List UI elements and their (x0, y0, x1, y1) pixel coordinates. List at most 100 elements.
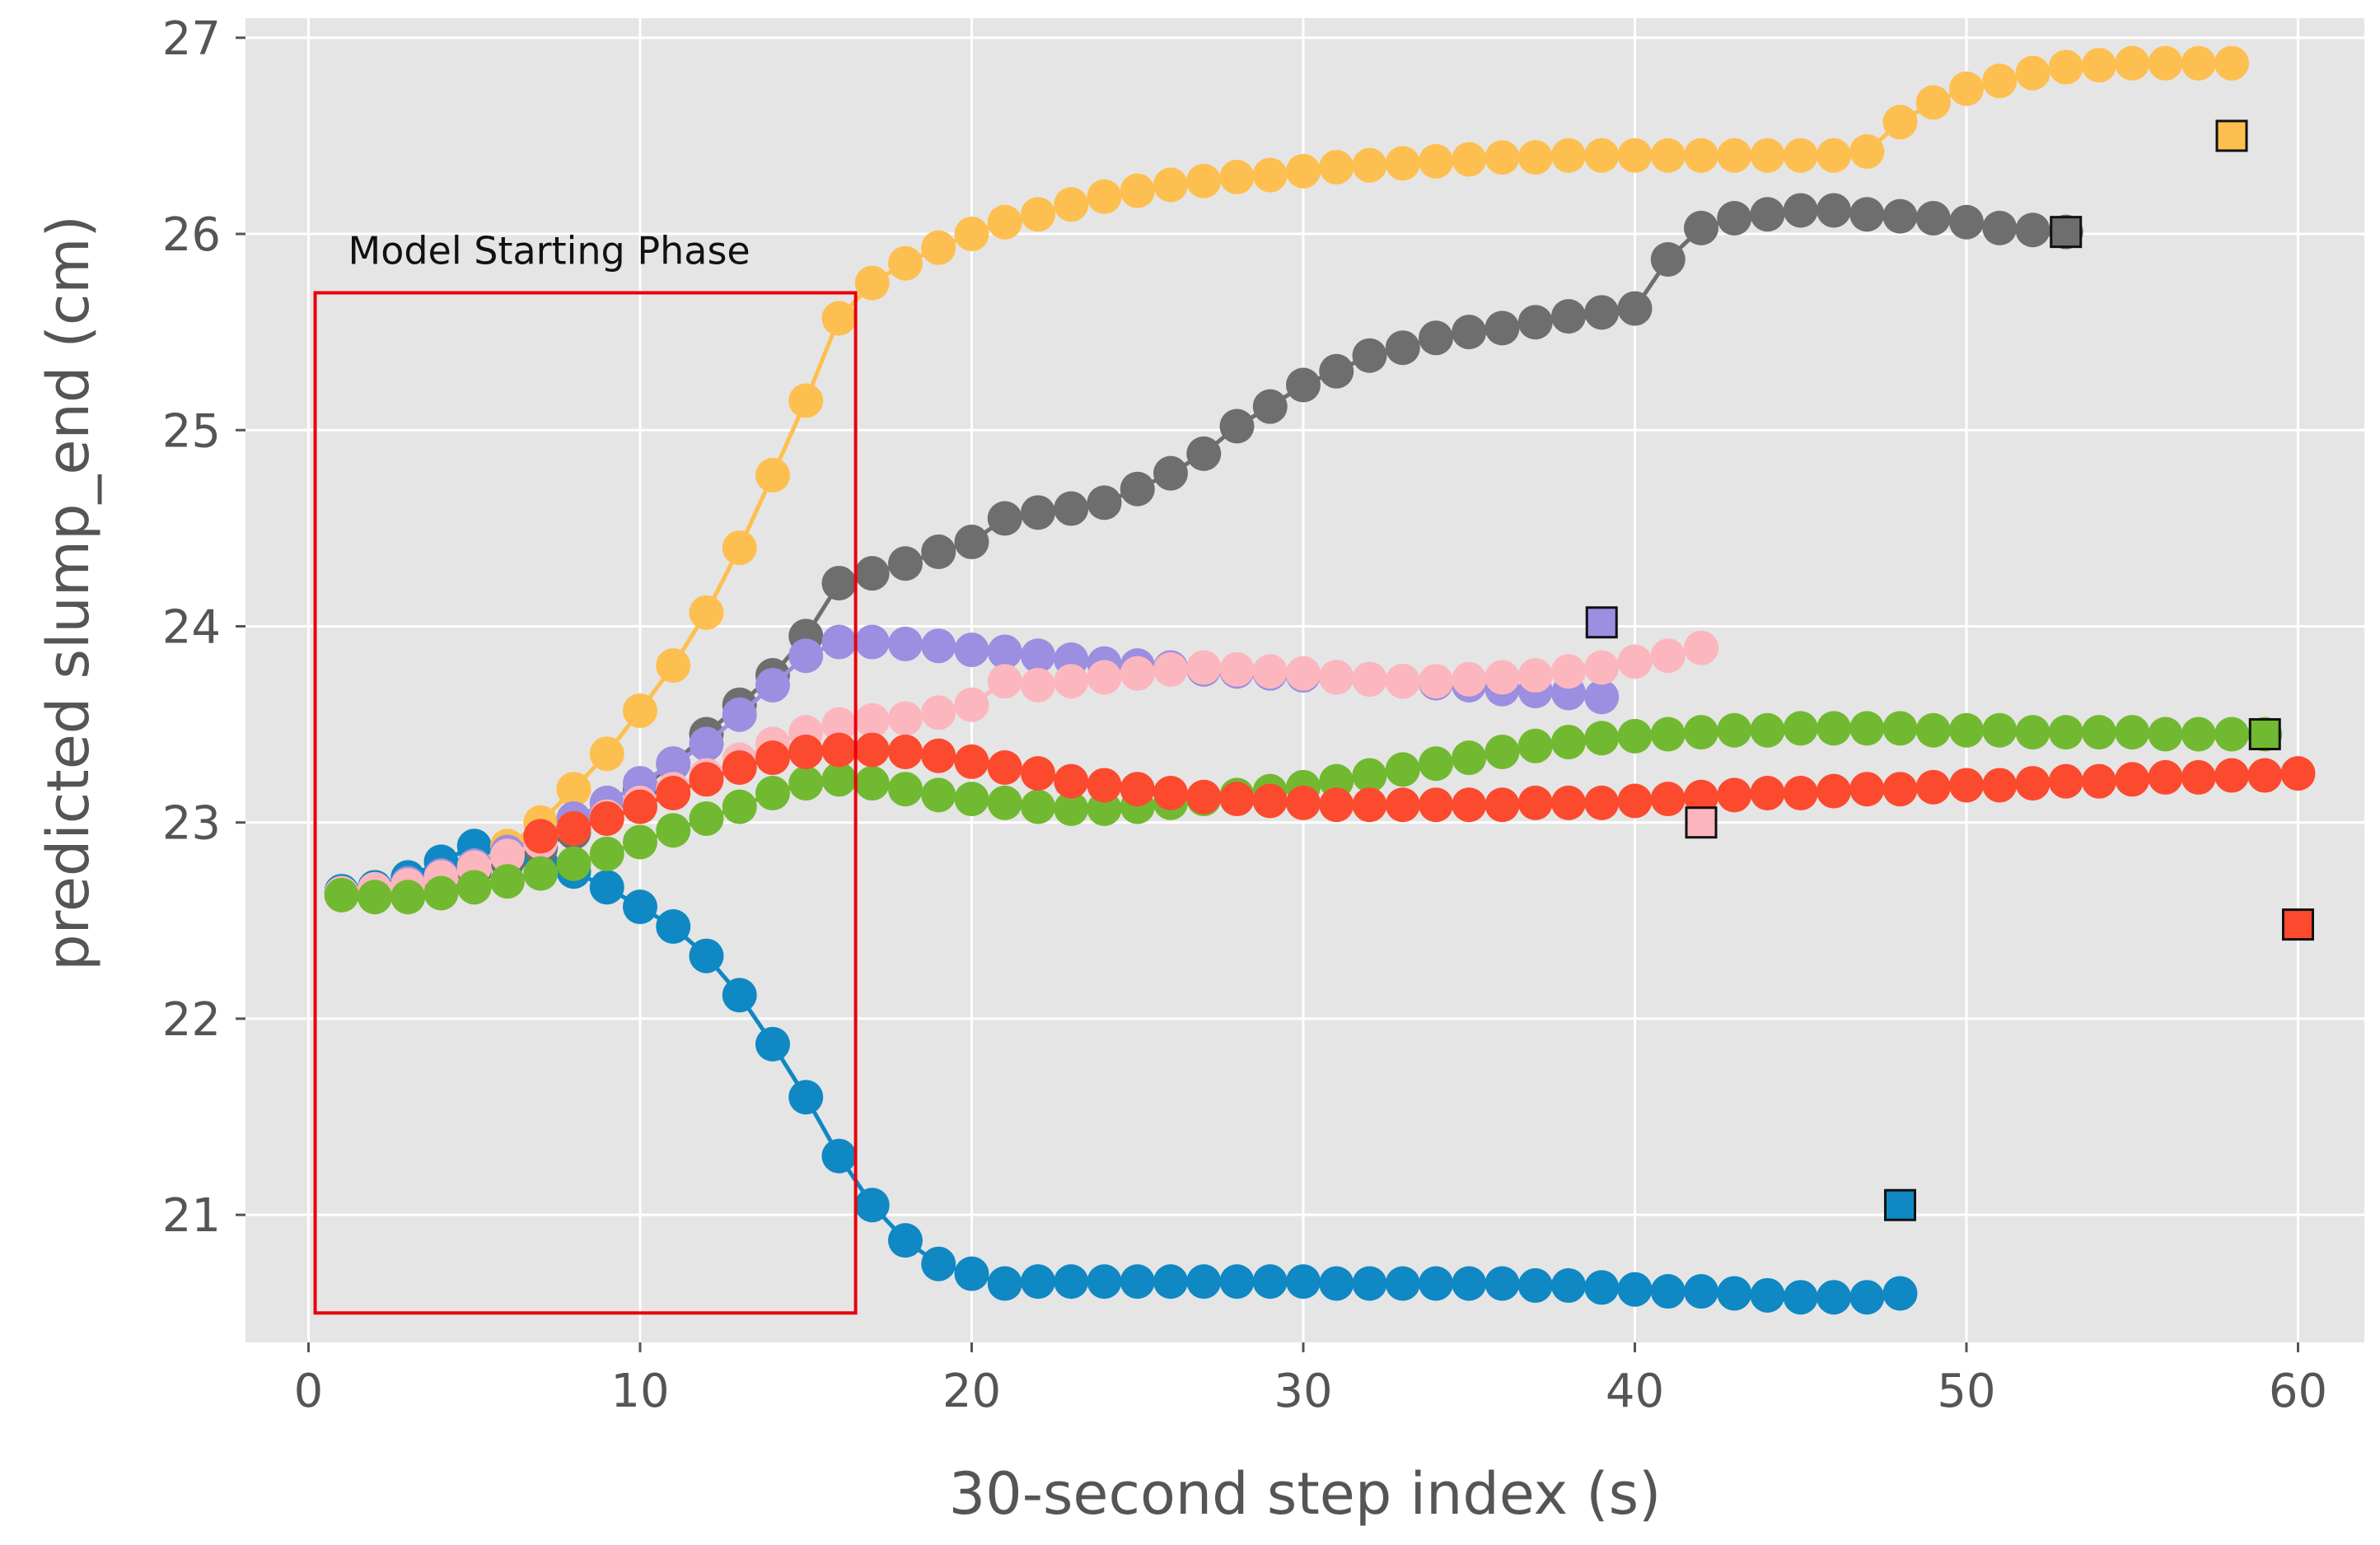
data-point-green (1982, 712, 2018, 748)
data-point-orange (2148, 45, 2183, 81)
data-point-red (589, 801, 624, 836)
data-point-blue (1617, 1272, 1653, 1307)
data-point-green (1750, 712, 1785, 748)
data-point-purple (921, 628, 956, 664)
data-point-orange (1087, 179, 1122, 214)
target-marker-blue (1883, 1188, 1916, 1221)
data-point-pink (954, 687, 989, 722)
data-point-blue (1285, 1264, 1321, 1300)
data-point-red (689, 762, 724, 797)
data-point-orange (954, 217, 989, 252)
data-point-blue (1385, 1266, 1420, 1301)
data-point-purple (821, 624, 857, 660)
data-point-blue (1418, 1266, 1453, 1301)
data-point-gray (1517, 305, 1553, 340)
data-point-pink (1550, 654, 1586, 689)
data-point-purple (1020, 638, 1055, 674)
data-point-orange (722, 530, 757, 566)
data-point-gray (1252, 389, 1288, 424)
data-point-orange (921, 230, 956, 265)
data-point-blue (987, 1266, 1022, 1301)
data-point-gray (2015, 212, 2050, 248)
series-red (523, 732, 2316, 854)
data-point-blue (1020, 1264, 1055, 1300)
data-point-red (1882, 772, 1918, 807)
data-point-red (921, 738, 956, 773)
data-point-green (755, 775, 790, 810)
data-point-orange (1252, 157, 1288, 193)
data-point-red (1948, 768, 1984, 803)
data-point-pink (1584, 650, 1620, 685)
data-point-orange (1915, 85, 1951, 120)
data-point-orange (556, 772, 591, 807)
data-point-green (854, 766, 890, 801)
data-point-green (821, 762, 857, 797)
data-point-blue (1153, 1264, 1188, 1300)
y-tick-label: 22 (162, 993, 221, 1047)
data-point-green (1816, 711, 1851, 746)
data-point-gray (1717, 200, 1752, 236)
data-point-orange (887, 245, 923, 281)
data-point-pink (987, 664, 1022, 699)
data-point-green (887, 772, 923, 807)
y-tick-label: 25 (162, 404, 221, 458)
starting-phase-label: Model Starting Phase (348, 229, 750, 273)
data-point-pink (821, 707, 857, 742)
data-point-blue (689, 938, 724, 973)
data-point-green (1517, 728, 1553, 763)
data-point-green (2115, 715, 2150, 750)
y-tick-label: 24 (162, 600, 221, 654)
data-point-pink (1319, 660, 1354, 695)
data-point-green (2048, 715, 2083, 750)
data-point-blue (1650, 1274, 1686, 1309)
data-point-orange (1882, 105, 1918, 140)
data-point-orange (1186, 163, 1222, 198)
data-point-blue (1087, 1264, 1122, 1300)
data-point-green (1054, 791, 1089, 827)
data-point-green (987, 785, 1022, 820)
y-tick-label: 21 (162, 1189, 221, 1243)
data-point-green (1650, 716, 1686, 752)
data-point-gray (1020, 495, 1055, 530)
data-point-green (1485, 734, 1520, 769)
data-point-gray (1915, 200, 1951, 236)
data-point-green (456, 870, 492, 905)
data-point-pink (921, 695, 956, 730)
data-point-red (2048, 763, 2083, 799)
target-marker-orange (2215, 119, 2248, 152)
target-marker-green (2248, 718, 2281, 751)
data-point-green (357, 880, 392, 915)
data-point-green (1783, 711, 1818, 746)
y-tick-label: 23 (162, 797, 221, 851)
data-point-red (1849, 772, 1885, 807)
data-point-gray (1650, 242, 1686, 278)
data-point-red (2115, 762, 2150, 797)
data-point-orange (1285, 153, 1321, 189)
data-point-red (1285, 785, 1321, 820)
data-point-gray (1617, 291, 1653, 326)
data-point-pink (1219, 651, 1255, 687)
data-point-green (1849, 711, 1885, 746)
data-point-red (1385, 787, 1420, 823)
data-point-green (1550, 725, 1586, 760)
data-point-blue (1352, 1266, 1387, 1301)
data-point-gray (821, 566, 857, 601)
data-point-gray (1783, 193, 1818, 228)
data-point-orange (1849, 133, 1885, 169)
data-point-orange (1584, 138, 1620, 173)
data-point-green (423, 875, 459, 911)
data-point-green (1418, 746, 1453, 782)
data-point-gray (1816, 193, 1851, 228)
data-point-orange (854, 265, 890, 301)
data-point-orange (2214, 45, 2249, 81)
data-point-orange (2015, 55, 2050, 91)
data-point-orange (1452, 142, 1487, 177)
data-point-green (1948, 712, 1984, 748)
data-point-red (821, 732, 857, 768)
data-point-red (1750, 775, 1785, 810)
data-point-orange (1550, 138, 1586, 173)
target-marker-pink (1685, 806, 1718, 839)
data-point-pink (1385, 664, 1420, 699)
data-point-red (1915, 769, 1951, 805)
